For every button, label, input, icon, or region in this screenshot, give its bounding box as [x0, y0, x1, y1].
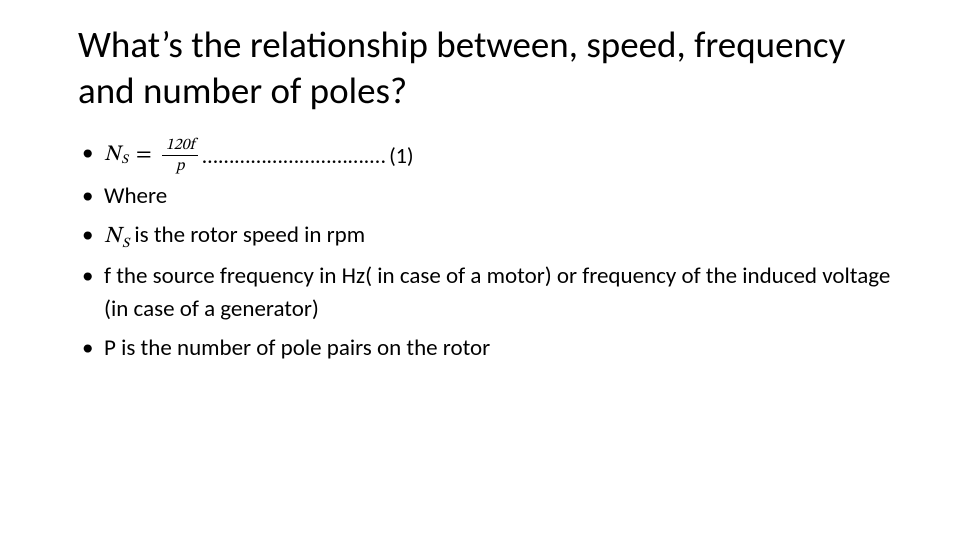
body-list: NS = 120f p ……………………………. (1) Where NS is…: [78, 137, 900, 366]
bullet-ns: NS is the rotor speed in rpm: [78, 219, 900, 253]
ns-tail: is the rotor speed in rpm: [129, 221, 365, 249]
ns-var: N: [104, 225, 121, 248]
eq-denominator: p: [172, 156, 189, 174]
eq-equals: =: [136, 140, 152, 172]
p-text: P is the number of pole pairs on the rot…: [104, 334, 490, 362]
eq-dots: …………………………….: [202, 140, 387, 172]
f-text: f the source frequency in Hz( in case of…: [104, 262, 890, 323]
equation-line: NS = 120f p ……………………………. (1): [104, 137, 414, 174]
where-text: Where: [104, 182, 167, 210]
ns-sub: S: [122, 237, 129, 251]
bullet-equation: NS = 120f p ……………………………. (1): [78, 137, 900, 174]
bullet-f: f the source frequency in Hz( in case of…: [78, 260, 900, 327]
bullet-p: P is the number of pole pairs on the rot…: [78, 332, 900, 365]
eq-fraction: 120f p: [162, 137, 199, 174]
slide: What’s the relationship between, speed, …: [0, 0, 960, 540]
eq-number: (1): [389, 140, 414, 172]
ns-line: NS is the rotor speed in rpm: [104, 221, 365, 249]
eq-lhs-sub: S: [121, 152, 128, 171]
bullet-where: Where: [78, 180, 900, 213]
eq-numerator: 120f: [162, 137, 199, 156]
slide-title: What’s the relationship between, speed, …: [78, 22, 900, 115]
eq-lhs-var: N: [104, 140, 120, 172]
